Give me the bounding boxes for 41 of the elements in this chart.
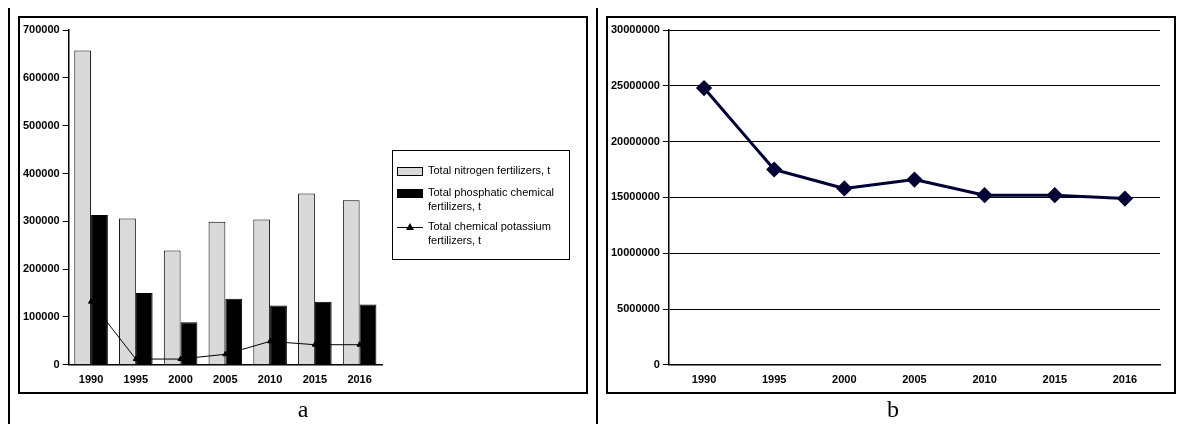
point: [836, 180, 852, 196]
x-tick-label: 1995: [761, 373, 787, 386]
point: [1117, 191, 1133, 207]
y-tick-label: 300000: [22, 214, 60, 227]
y-tick-label: 500000: [22, 118, 60, 131]
point: [977, 187, 993, 203]
y-tick-label: 400000: [22, 166, 60, 179]
x-tick-label: 1990: [691, 373, 717, 386]
y-tick-label: 10000000: [610, 246, 660, 259]
y-tick-label: 30000000: [610, 23, 660, 36]
legend-label: Total nitrogen fertilizers, t: [428, 163, 551, 177]
x-tick-label: 2016: [1112, 373, 1138, 386]
x-tick-label: 2015: [302, 373, 328, 386]
x-tick-label: 1990: [78, 373, 104, 386]
y-tick-label: 600000: [22, 70, 60, 83]
y-tick-label: 25000000: [610, 78, 660, 91]
point: [696, 80, 712, 96]
y-tick-label: 0: [653, 357, 660, 370]
x-tick-label: 2010: [972, 373, 997, 386]
y-tick-label: 200000: [22, 262, 60, 275]
x-tick-label: 2005: [902, 373, 927, 386]
x-tick-label: 2015: [1042, 373, 1068, 386]
x-tick-label: 2000: [168, 373, 193, 386]
y-tick-label: 100000: [22, 310, 60, 322]
y-tick-label: 15000000: [610, 190, 660, 203]
y-tick-label: 700000: [22, 23, 60, 36]
point: [906, 172, 922, 188]
legend-label: Total phosphatic chemical fertilizers, t: [428, 185, 555, 213]
y-tick-label: 20000000: [610, 134, 660, 147]
legend-label: Total chemical potassium fertilizers, t: [428, 219, 552, 247]
text: a: [296, 395, 310, 424]
y-tick-label: 5000000: [617, 302, 660, 315]
x-tick-label: 2005: [213, 373, 238, 386]
text: b: [886, 395, 900, 424]
x-tick-label: 1995: [123, 373, 149, 386]
point: [1047, 187, 1063, 203]
x-tick-label: 2010: [257, 373, 283, 386]
y-tick-label: 0: [53, 357, 60, 370]
x-tick-label: 2000: [832, 373, 857, 386]
point: [766, 162, 782, 177]
x-tick-label: 2016: [347, 373, 372, 386]
